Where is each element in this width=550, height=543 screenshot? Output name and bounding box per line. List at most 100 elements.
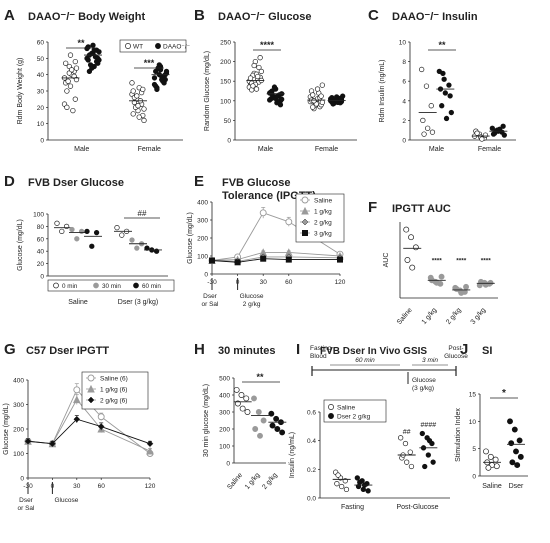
y-tick-label: 400 bbox=[13, 378, 24, 385]
series-marker bbox=[49, 440, 56, 448]
data-point bbox=[422, 463, 428, 470]
x-category-label: Saline bbox=[226, 472, 244, 491]
data-point bbox=[65, 78, 71, 84]
significance-label: **** bbox=[456, 257, 467, 264]
data-point bbox=[421, 131, 427, 137]
y-tick-label: 4 bbox=[402, 98, 406, 105]
panel-g: G C57 Dser IPGTT 0 100 200 300 400 Glucose (mg/… bbox=[3, 341, 156, 512]
data-point bbox=[269, 422, 276, 429]
data-point bbox=[365, 488, 371, 494]
data-point bbox=[67, 83, 74, 89]
data-point bbox=[314, 86, 321, 92]
data-point bbox=[508, 440, 515, 447]
data-point bbox=[509, 459, 516, 466]
data-point bbox=[412, 244, 419, 251]
data-point bbox=[69, 67, 75, 73]
data-point bbox=[479, 136, 485, 142]
data-point bbox=[130, 88, 136, 94]
data-point bbox=[404, 257, 411, 263]
data-point bbox=[277, 102, 284, 108]
y-tick-label: 40 bbox=[37, 249, 45, 256]
y-tick-label: 50 bbox=[224, 118, 232, 125]
x-category-label: Female bbox=[478, 146, 501, 153]
y-tick-label: 40 bbox=[37, 72, 45, 79]
y-tick-label: 0 bbox=[40, 274, 44, 281]
panel-h: H 30 minutes 0 100 200 300 400 500 30 min glucos… bbox=[194, 341, 287, 491]
y-axis-label: AUC bbox=[383, 253, 390, 268]
y-tick-label: 300 bbox=[219, 410, 230, 417]
data-point bbox=[256, 64, 262, 71]
timeline-label: Blood bbox=[310, 353, 327, 360]
y-tick-label: 0 bbox=[204, 272, 208, 279]
legend: Saline 1 g/kg 2 g/kg 3 g/kg bbox=[295, 193, 345, 243]
data-point bbox=[69, 226, 75, 233]
legend-label: WT bbox=[133, 44, 143, 51]
series-marker bbox=[209, 257, 215, 264]
series-marker bbox=[97, 413, 105, 421]
y-tick-label: 0 bbox=[40, 138, 44, 145]
data-point bbox=[159, 76, 165, 83]
y-axis-label: Rdm Body Weight (g) bbox=[17, 58, 24, 125]
data-point bbox=[343, 486, 350, 493]
x-category-label: Male bbox=[429, 146, 444, 153]
series-marker bbox=[72, 395, 81, 404]
x-tick-label: 60 bbox=[285, 279, 293, 286]
legend-marker bbox=[302, 230, 308, 236]
data-point bbox=[513, 448, 519, 455]
panel-title: FVB Dser In Vivo GSIS bbox=[320, 346, 427, 357]
y-axis-label: Glucose (mg/dL) bbox=[17, 219, 24, 271]
data-point bbox=[357, 479, 363, 485]
x-category-label: Saline bbox=[68, 299, 88, 306]
data-point bbox=[426, 438, 433, 444]
legend-box bbox=[119, 39, 187, 53]
y-tick-label: 100 bbox=[220, 98, 231, 105]
timeline-label: Post- bbox=[448, 345, 463, 352]
data-point bbox=[319, 99, 325, 106]
data-point bbox=[93, 229, 100, 236]
x-tick-label: 30 bbox=[73, 483, 81, 490]
data-point bbox=[157, 67, 164, 73]
y-tick-label: 0 bbox=[226, 461, 230, 468]
data-point bbox=[463, 283, 469, 290]
panel-title: SI bbox=[482, 345, 492, 357]
data-point bbox=[96, 49, 102, 55]
data-point bbox=[134, 245, 140, 251]
legend-marker bbox=[133, 282, 139, 289]
x-tick-label: 120 bbox=[335, 279, 346, 286]
data-point bbox=[274, 426, 281, 432]
y-tick-label: 200 bbox=[13, 427, 24, 434]
significance-label: **** bbox=[260, 40, 275, 50]
data-point bbox=[330, 101, 336, 107]
data-point bbox=[129, 237, 135, 243]
y-tick-label: 0 bbox=[472, 474, 476, 481]
data-point bbox=[72, 96, 78, 102]
legend-label: DAAO⁻/⁻ bbox=[163, 44, 191, 51]
y-tick-label: 300 bbox=[197, 218, 208, 225]
x-category-label: Female bbox=[138, 146, 161, 153]
data-point bbox=[64, 104, 70, 110]
data-point bbox=[501, 132, 507, 138]
series-marker bbox=[234, 259, 241, 266]
data-point bbox=[517, 453, 524, 460]
data-point bbox=[483, 448, 489, 455]
y-tick-label: 250 bbox=[220, 40, 231, 47]
data-point bbox=[85, 57, 91, 63]
y-tick-label: 200 bbox=[197, 236, 208, 243]
panel-letter: G bbox=[4, 341, 16, 358]
x-category-label: Male bbox=[74, 146, 89, 153]
data-point bbox=[141, 106, 147, 112]
data-point bbox=[402, 440, 409, 447]
legend-marker bbox=[328, 404, 334, 410]
legend-label: 3 g/kg bbox=[314, 231, 332, 238]
data-point bbox=[425, 452, 431, 458]
data-point bbox=[334, 481, 340, 487]
data-point bbox=[255, 73, 261, 80]
significance-label: **** bbox=[432, 257, 443, 264]
legend-label: Saline (6) bbox=[100, 376, 128, 383]
significance-label: * bbox=[502, 388, 506, 399]
significance-label: ** bbox=[256, 372, 264, 382]
significance-label: **** bbox=[481, 257, 492, 264]
data-point bbox=[74, 236, 80, 242]
